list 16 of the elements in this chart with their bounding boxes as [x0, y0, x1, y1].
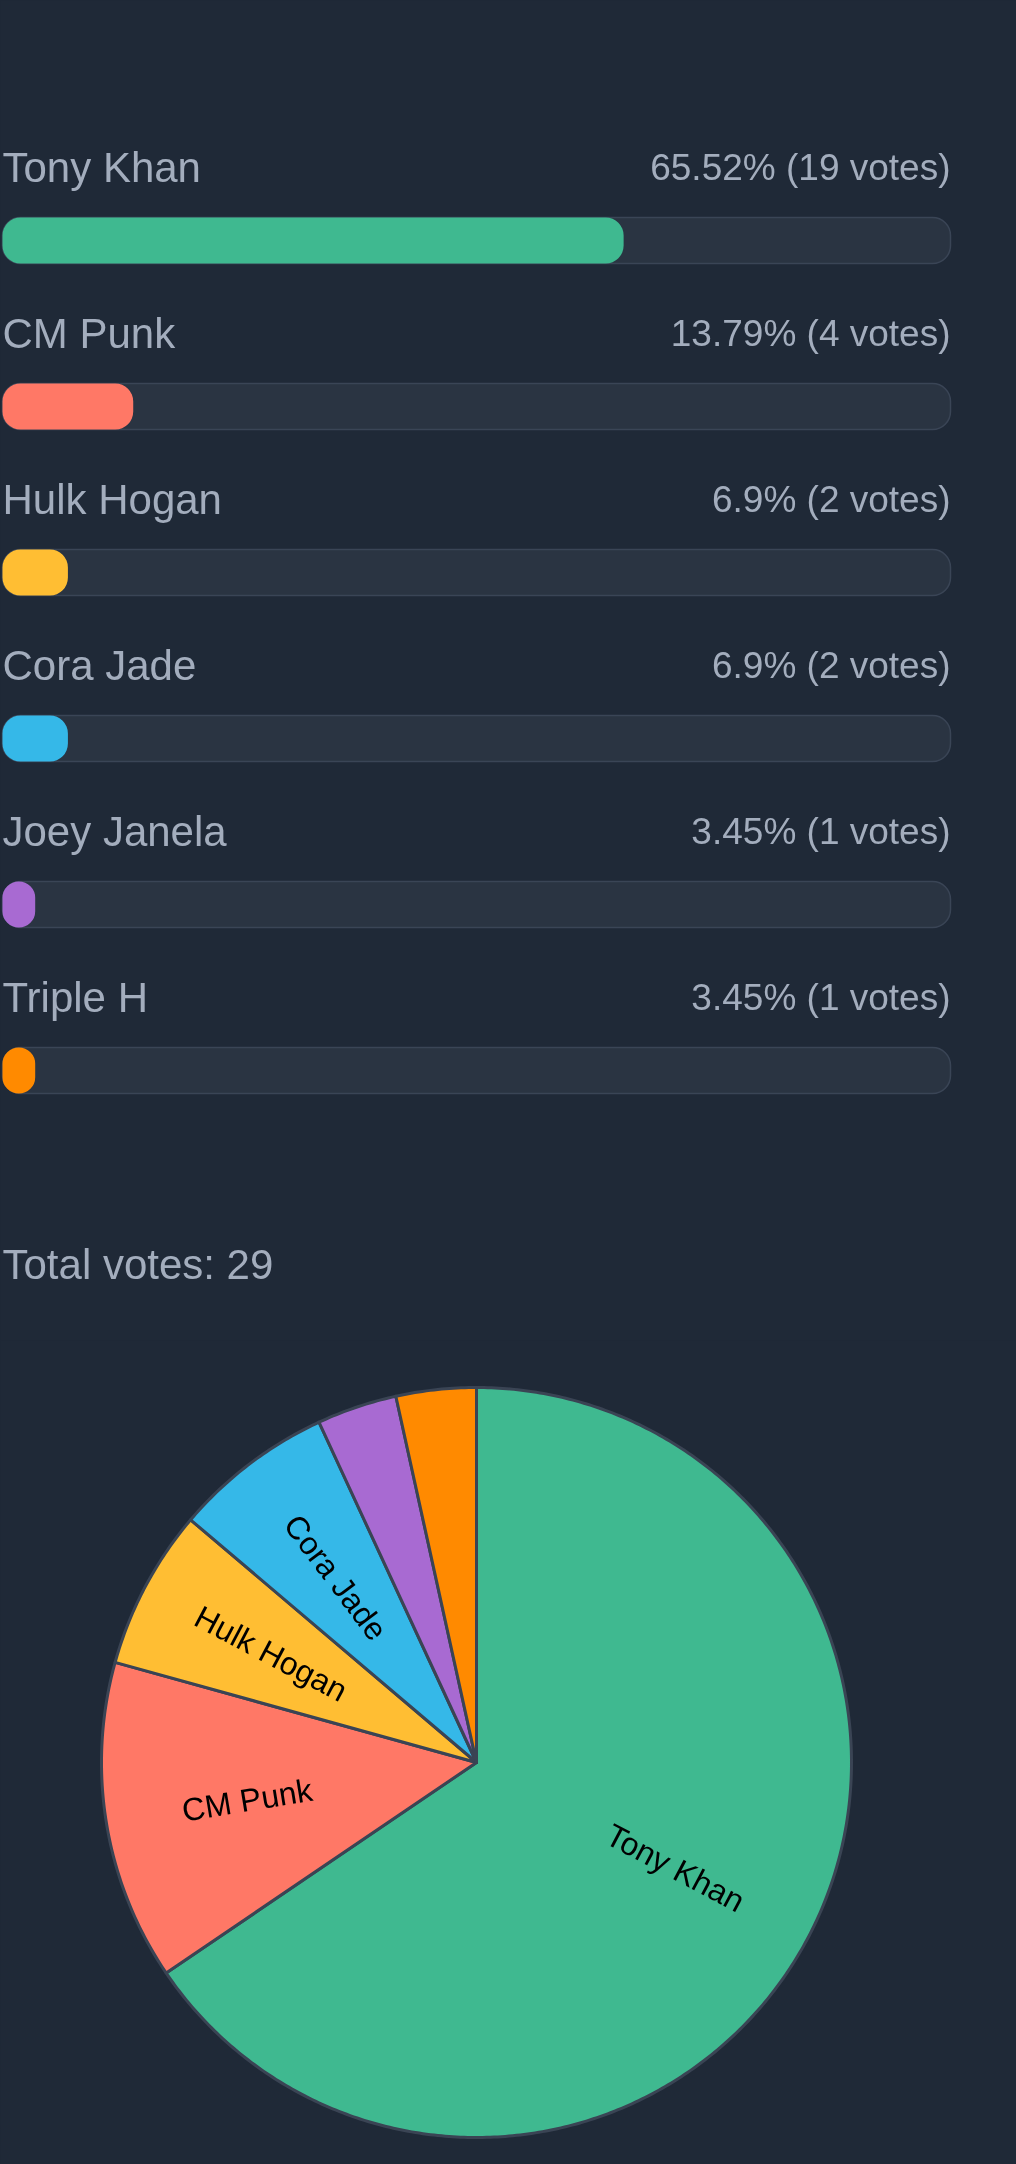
y-tick-label: Joey Janela — [2, 808, 228, 855]
y-tick-label: Triple H — [2, 974, 148, 1021]
y-tick-label: Tony Khan — [2, 144, 201, 191]
data-label: 65.52% (19 votes) — [650, 147, 951, 188]
data-label: 3.45% (1 votes) — [691, 811, 951, 852]
bar — [2, 383, 134, 430]
data-label: 6.9% (2 votes) — [711, 479, 951, 520]
text: Total votes: 29 — [2, 1241, 274, 1288]
data-label: 6.9% (2 votes) — [711, 645, 951, 686]
slice-label: Tony Khan — [600, 1816, 751, 1920]
y-tick-label: Cora Jade — [2, 642, 197, 689]
y-tick-label: Hulk Hogan — [2, 476, 222, 523]
data-label: 13.79% (4 votes) — [670, 313, 951, 354]
y-tick-label: CM Punk — [2, 310, 177, 357]
data-label: 3.45% (1 votes) — [691, 977, 951, 1018]
slice-label: CM Punk — [179, 1771, 316, 1829]
